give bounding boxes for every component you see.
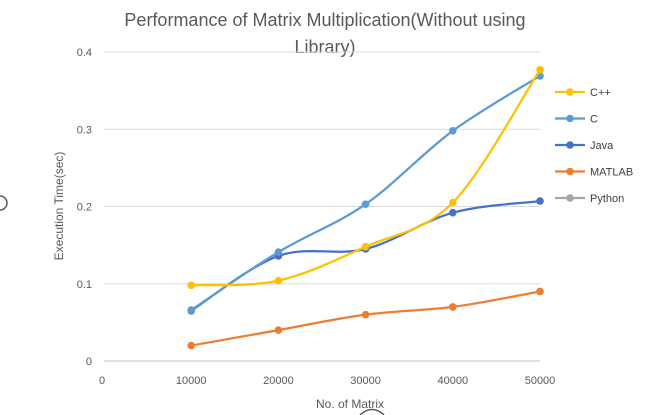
data-point-c [449, 126, 457, 135]
data-point-cpp [274, 276, 283, 285]
chart-title-line-2: Library) [294, 37, 355, 57]
gridlines [104, 51, 540, 362]
y-tick-label: 0 [86, 356, 92, 368]
x-tick-label: 20000 [263, 375, 294, 387]
legend-swatch-marker [566, 167, 574, 176]
legend-label: C++ [590, 87, 611, 99]
y-tick-label: 0.3 [77, 124, 92, 136]
bottom-edge-handle [359, 408, 385, 415]
data-point-matlab [536, 287, 544, 296]
x-tick-labels: 0 10000 20000 30000 40000 50000 [99, 375, 555, 387]
x-axis-label: No. of Matrix [316, 397, 384, 411]
series-matlab [187, 287, 544, 350]
legend-item-c: C [555, 114, 598, 126]
x-tick-label: 0 [99, 375, 105, 387]
data-point-cpp [536, 65, 544, 74]
series-line-cpp [191, 69, 541, 287]
legend-swatch-marker [566, 194, 574, 202]
data-point-matlab [449, 303, 457, 311]
data-point-c [187, 306, 195, 314]
legend-label: Java [590, 140, 614, 152]
series-cpp [187, 65, 544, 290]
legend-item-cpp: C++ [555, 87, 611, 99]
legend-item-matlab: MATLAB [555, 167, 633, 179]
x-tick-label: 50000 [525, 375, 556, 387]
data-point-cpp [187, 281, 195, 290]
data-point-java [449, 208, 457, 217]
series-line-java [190, 199, 541, 312]
y-tick-labels: 0 0.1 0.2 0.3 0.4 [77, 47, 92, 368]
series-c [187, 72, 544, 314]
y-tick-label: 0.2 [77, 202, 92, 214]
data-point-c [361, 200, 370, 208]
legend-label: C [590, 114, 598, 126]
data-point-cpp [449, 198, 457, 207]
data-point-java [536, 197, 544, 205]
data-point-c [274, 248, 283, 256]
chart-title-line-1: Performance of Matrix Multiplication(Wit… [124, 10, 525, 30]
left-edge-handle [0, 195, 8, 211]
series-java [187, 197, 544, 315]
legend: C++ C Java MATLAB Python [555, 87, 633, 205]
y-axis-label: Execution Time(sec) [52, 152, 66, 261]
x-tick-label: 30000 [350, 375, 381, 387]
legend-swatch-marker [566, 88, 574, 96]
legend-swatch-marker [566, 141, 574, 149]
x-tick-label: 40000 [438, 375, 469, 387]
data-point-matlab [274, 326, 283, 334]
legend-swatch-marker [566, 114, 574, 123]
y-tick-label: 0.1 [77, 279, 92, 291]
y-tick-label: 0.4 [77, 47, 92, 59]
legend-item-java: Java [555, 140, 614, 152]
data-point-cpp [361, 242, 370, 251]
data-point-matlab [187, 341, 195, 350]
data-point-matlab [361, 310, 370, 319]
series-lines [187, 65, 544, 350]
legend-label: Python [590, 193, 624, 205]
legend-item-python: Python [555, 193, 624, 205]
series-line-c [190, 74, 541, 311]
legend-label: MATLAB [590, 167, 633, 179]
x-tick-label: 10000 [176, 375, 207, 387]
series-line-matlab [191, 290, 541, 347]
